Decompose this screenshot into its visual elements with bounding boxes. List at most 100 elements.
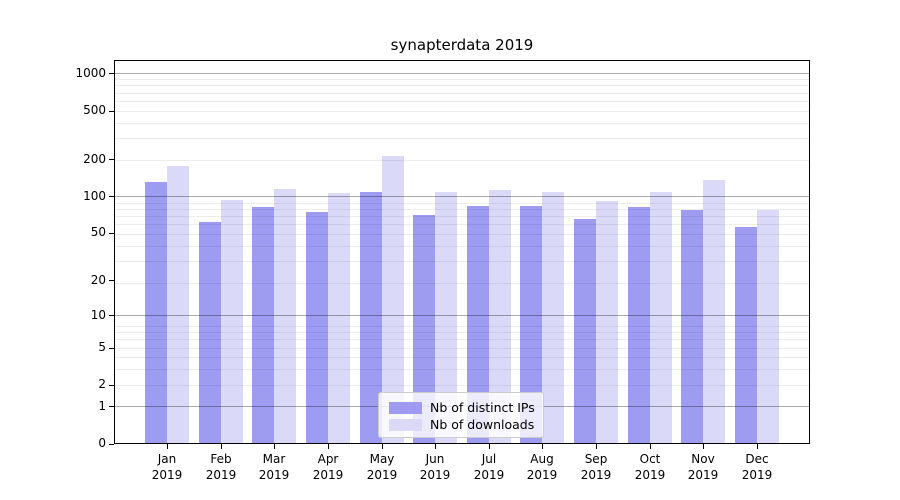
x-tick-label-dec: Dec 2019	[741, 452, 773, 482]
minor-gridline	[115, 138, 809, 139]
bar-distinct-ips-may	[359, 192, 382, 443]
legend: Nb of distinct IPs Nb of downloads	[378, 392, 544, 438]
x-tick	[757, 444, 758, 449]
bar-downloads-feb	[220, 200, 243, 443]
x-tick	[167, 444, 168, 449]
x-tick-label-oct: Oct 2019	[634, 452, 666, 482]
major-gridline	[115, 315, 809, 316]
x-tick-label-jan: Jan 2019	[151, 452, 183, 482]
minor-gridline	[115, 332, 809, 333]
x-tick-label-feb: Feb 2019	[205, 452, 237, 482]
minor-gridline	[115, 224, 809, 225]
legend-entry-downloads: Nb of downloads	[379, 416, 543, 433]
plot-area	[114, 60, 810, 444]
bar-downloads-jul	[488, 189, 511, 443]
bar-distinct-ips-jul	[466, 205, 489, 443]
bar-downloads-may	[381, 156, 404, 443]
x-tick	[435, 444, 436, 449]
legend-swatch	[389, 401, 422, 414]
y-tick-label: 5	[98, 340, 106, 354]
minor-gridline	[115, 339, 809, 340]
bar-downloads-apr	[328, 192, 351, 443]
x-tick	[274, 444, 275, 449]
y-tick	[109, 280, 114, 281]
minor-gridline	[115, 357, 809, 358]
chart-title: synapterdata 2019	[390, 36, 534, 54]
bar-distinct-ips-sep	[573, 219, 596, 443]
bar-downloads-jan	[167, 165, 190, 443]
y-tick-label: 10	[90, 308, 106, 322]
y-tick	[109, 233, 114, 234]
y-tick-label: 20	[90, 273, 106, 287]
y-tick	[109, 385, 114, 386]
major-gridline	[115, 73, 809, 74]
major-gridline	[115, 196, 809, 197]
x-tick	[328, 444, 329, 449]
bar-distinct-ips-oct	[627, 207, 650, 443]
minor-gridline	[115, 261, 809, 262]
minor-gridline	[115, 101, 809, 102]
bar-distinct-ips-mar	[252, 207, 275, 443]
minor-gridline	[115, 246, 809, 247]
minor-gridline	[115, 283, 809, 284]
bar-downloads-sep	[595, 200, 618, 443]
bar-distinct-ips-nov	[681, 210, 704, 443]
x-tick-label-apr: Apr 2019	[312, 452, 344, 482]
y-tick-label: 500	[83, 103, 106, 117]
x-tick	[221, 444, 222, 449]
y-tick	[109, 196, 114, 197]
x-tick-label-jun: Jun 2019	[419, 452, 451, 482]
y-tick-label: 0	[98, 436, 106, 450]
minor-gridline	[115, 385, 809, 386]
minor-gridline	[115, 79, 809, 80]
y-tick-label: 200	[83, 152, 106, 166]
bar-downloads-jun	[435, 192, 458, 443]
minor-gridline	[115, 326, 809, 327]
bar-downloads-oct	[649, 191, 672, 443]
legend-label: Nb of downloads	[430, 417, 535, 432]
x-tick-label-sep: Sep 2019	[580, 452, 612, 482]
minor-gridline	[115, 209, 809, 210]
legend-swatch	[389, 418, 422, 431]
legend-entry-distinct-ips: Nb of distinct IPs	[379, 399, 543, 416]
y-tick	[109, 111, 114, 112]
minor-gridline	[115, 234, 809, 235]
x-tick-label-may: May 2019	[366, 452, 398, 482]
x-tick	[650, 444, 651, 449]
bar-downloads-nov	[703, 180, 726, 443]
bar-distinct-ips-apr	[306, 211, 329, 443]
bar-distinct-ips-jun	[413, 215, 436, 443]
bar-distinct-ips-aug	[520, 205, 543, 443]
y-tick-label: 1	[98, 399, 106, 413]
y-tick	[109, 348, 114, 349]
y-tick	[109, 406, 114, 407]
y-tick	[109, 444, 114, 445]
y-tick	[109, 315, 114, 316]
y-tick-label: 100	[83, 189, 106, 203]
minor-gridline	[115, 160, 809, 161]
x-tick-label-nov: Nov 2019	[687, 452, 719, 482]
minor-gridline	[115, 111, 809, 112]
y-tick	[109, 73, 114, 74]
x-tick-label-jul: Jul 2019	[473, 452, 505, 482]
minor-gridline	[115, 348, 809, 349]
minor-gridline	[115, 93, 809, 94]
x-tick	[489, 444, 490, 449]
x-tick	[542, 444, 543, 449]
x-tick-label-aug: Aug 2019	[526, 452, 558, 482]
bar-distinct-ips-dec	[734, 226, 757, 443]
x-tick	[596, 444, 597, 449]
minor-gridline	[115, 369, 809, 370]
bar-distinct-ips-feb	[198, 221, 221, 443]
minor-gridline	[115, 123, 809, 124]
minor-gridline	[115, 216, 809, 217]
x-tick	[703, 444, 704, 449]
bar-downloads-aug	[542, 192, 565, 443]
bar-distinct-ips-jan	[145, 181, 168, 443]
y-tick-label: 2	[98, 377, 106, 391]
bar-downloads-dec	[756, 210, 779, 443]
minor-gridline	[115, 203, 809, 204]
y-tick-label: 1000	[75, 66, 106, 80]
x-tick	[382, 444, 383, 449]
